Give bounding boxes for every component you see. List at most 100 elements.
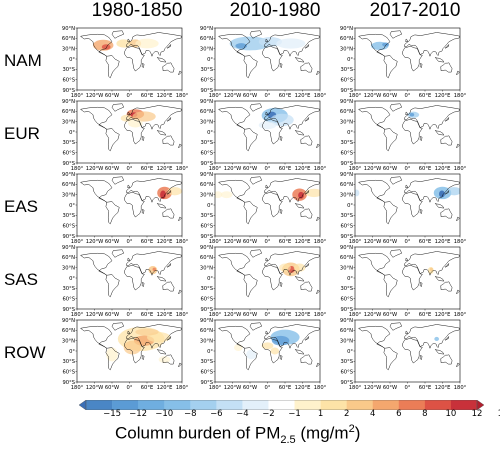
longitude-tick-label: 180° xyxy=(454,385,467,391)
coastline-south-america xyxy=(105,347,120,371)
colorbar-tick-label: −6 xyxy=(210,409,223,419)
coastline-australia xyxy=(440,208,453,219)
colorbar-label: Column burden of PM2.5 (mg/m2) xyxy=(115,423,361,447)
coastline-eurasia xyxy=(404,178,460,203)
row-label: NAM xyxy=(4,51,42,70)
latitude-tick-label: 30°S xyxy=(201,286,214,292)
latitude-tick-label: 60°S xyxy=(201,150,214,156)
coastline-eurasia xyxy=(404,32,460,57)
longitude-tick-label: 120°E xyxy=(295,166,311,172)
colorbar-segment xyxy=(346,400,374,410)
latitude-tick-label: 90°N xyxy=(340,26,353,32)
longitude-tick-label: 60°E xyxy=(419,93,431,99)
coastline-indonesia xyxy=(434,57,445,63)
longitude-tick-label: 120°E xyxy=(157,239,173,245)
pm-anomaly-region xyxy=(258,36,283,47)
pm-anomaly-region xyxy=(270,347,280,355)
latitude-tick-label: 90°N xyxy=(200,26,213,32)
latitude-tick-label: 60°S xyxy=(341,150,354,156)
latitude-tick-label: 90°S xyxy=(201,88,214,94)
latitude-tick-label: 90°N xyxy=(340,99,353,105)
longitude-tick-label: 60°W xyxy=(243,239,257,245)
longitude-tick-label: 0° xyxy=(127,385,133,391)
coastline-africa xyxy=(124,46,145,72)
latitude-tick-label: 0° xyxy=(207,130,213,136)
longitude-tick-label: 60°E xyxy=(279,385,291,391)
latitude-tick-label: 30°N xyxy=(62,265,75,271)
pm-anomaly-region xyxy=(116,39,131,48)
coastline-north-america xyxy=(218,325,251,349)
coastline-africa xyxy=(262,119,283,145)
colorbar-segment xyxy=(86,400,113,410)
coastline-uk xyxy=(405,257,409,262)
coastline-uk xyxy=(265,257,269,262)
latitude-tick-label: 60°N xyxy=(340,182,353,188)
coastline-japan xyxy=(445,190,450,195)
longitude-tick-label: 120°E xyxy=(435,93,451,99)
longitude-tick-label: 120°E xyxy=(157,166,173,172)
longitude-tick-label: 120°W xyxy=(224,385,242,391)
pm-anomaly-region xyxy=(270,113,294,127)
coastline-australia xyxy=(162,62,175,73)
column-title: 1980-1850 xyxy=(91,0,183,21)
coastline-greenland xyxy=(111,322,124,331)
colorbar-segment xyxy=(112,400,139,410)
map-panel: 90°N 60°N 30°N 0° 30°S 60°S 90°S 180° 120°W 60°W 0… xyxy=(62,318,193,394)
longitude-tick-label: 120°E xyxy=(435,312,451,318)
latitude-tick-label: 60°N xyxy=(340,255,353,261)
coastline-indonesia xyxy=(434,349,445,355)
colorbar-tick-label: 6 xyxy=(396,409,402,419)
coastline-greenland xyxy=(111,176,124,185)
latitude-tick-label: 30°S xyxy=(201,213,214,219)
longitude-tick-label: 120°W xyxy=(224,239,242,245)
longitude-tick-label: 60°W xyxy=(105,93,119,99)
coastline-madagascar xyxy=(279,282,283,287)
coastline-japan xyxy=(445,44,450,49)
longitude-tick-label: 120°E xyxy=(157,93,173,99)
longitude-tick-label: 180° xyxy=(349,385,362,391)
longitude-tick-label: 120°E xyxy=(435,239,451,245)
coastline-madagascar xyxy=(419,355,423,360)
latitude-tick-label: 30°S xyxy=(341,140,354,146)
latitude-tick-label: 60°S xyxy=(341,369,354,375)
coastline-madagascar xyxy=(279,209,283,214)
latitude-tick-label: 30°N xyxy=(200,192,213,198)
coastline-africa xyxy=(262,338,283,364)
latitude-tick-label: 90°S xyxy=(201,161,214,167)
latitude-tick-label: 90°N xyxy=(340,318,353,324)
longitude-tick-label: 60°E xyxy=(141,312,153,318)
longitude-tick-label: 0° xyxy=(127,93,133,99)
colorbar-segment xyxy=(164,400,191,410)
longitude-tick-label: 60°W xyxy=(383,385,397,391)
latitude-tick-label: 30°N xyxy=(340,46,353,52)
latitude-tick-label: 60°N xyxy=(340,328,353,334)
longitude-tick-label: 180° xyxy=(209,312,222,318)
pm-anomaly-region xyxy=(382,42,390,47)
pm-anomaly-region xyxy=(279,263,291,272)
longitude-tick-label: 0° xyxy=(405,93,411,99)
longitude-tick-label: 180° xyxy=(454,312,467,318)
latitude-tick-label: 30°N xyxy=(340,192,353,198)
coastline-japan xyxy=(167,336,172,341)
coastline-north-america xyxy=(358,252,391,276)
colorbar-segment xyxy=(294,400,321,410)
longitude-tick-label: 120°E xyxy=(295,93,311,99)
longitude-tick-label: 120°W xyxy=(364,385,382,391)
longitude-tick-label: 60°E xyxy=(279,93,291,99)
colorbar-tick-label: −10 xyxy=(155,409,174,419)
latitude-tick-label: 90°S xyxy=(63,234,76,240)
map-panel: 90°N 60°N 30°N 0° 30°S 60°S 90°S 180° 120°W 60°W 0… xyxy=(200,99,331,175)
longitude-tick-label: 60°W xyxy=(105,312,119,318)
coastline-uk xyxy=(127,38,131,43)
latitude-tick-label: 90°S xyxy=(341,161,354,167)
coastline-greenland xyxy=(389,322,402,331)
latitude-tick-label: 30°S xyxy=(63,67,76,73)
pm-anomaly-region xyxy=(106,347,118,362)
colorbar-tick-label: −8 xyxy=(184,409,197,419)
coastline-greenland xyxy=(249,322,262,331)
longitude-tick-label: 0° xyxy=(265,239,271,245)
coastline-africa xyxy=(262,46,283,72)
coastline-new-zealand xyxy=(178,289,182,295)
